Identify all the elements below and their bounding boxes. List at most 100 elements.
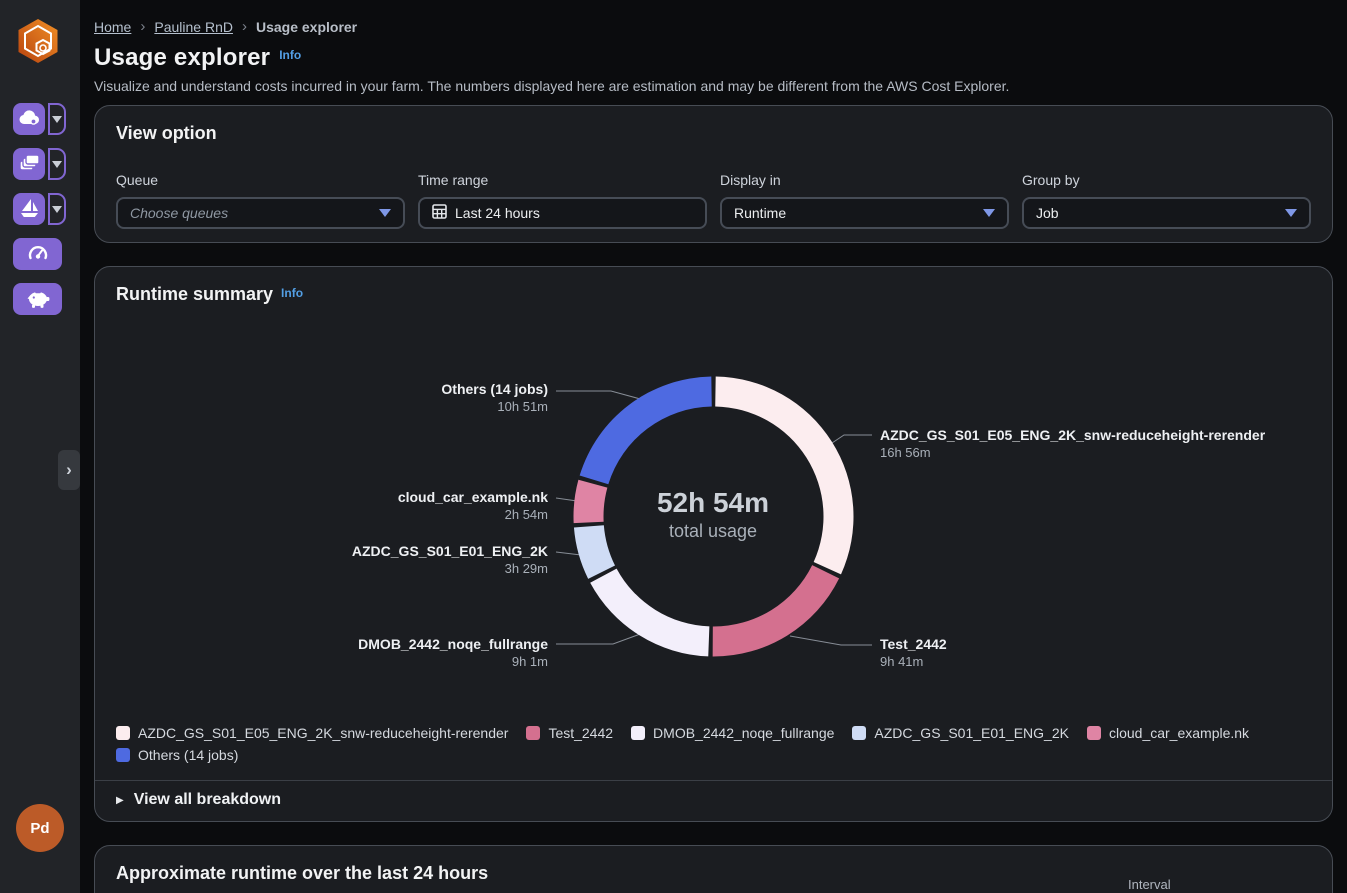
group-by-select[interactable]: Job: [1022, 197, 1311, 229]
dashboard-button[interactable]: [13, 238, 62, 270]
donut-segment[interactable]: [715, 376, 854, 575]
legend-item[interactable]: Others (14 jobs): [116, 745, 238, 765]
donut-segments: [573, 376, 854, 657]
queue-label: Queue: [116, 172, 159, 188]
legend-label: Others (14 jobs): [138, 747, 239, 763]
page-title: Usage explorer: [94, 44, 271, 71]
farm-icon: [17, 106, 41, 133]
sidebar-expand-button[interactable]: ›: [58, 450, 80, 490]
display-in-label: Display in: [720, 172, 781, 188]
callout-value: 9h 41m: [880, 654, 924, 669]
legend-item[interactable]: cloud_car_example.nk: [1086, 723, 1250, 743]
runtime-summary-title: Runtime summary: [116, 284, 274, 304]
time-range-field: Time range Last 24 hours: [418, 172, 707, 229]
callout-test-2442: Test_2442 9h 41m: [880, 635, 947, 671]
runtime-donut-chart: [555, 376, 872, 657]
breadcrumb-home-link[interactable]: Home: [94, 18, 132, 35]
view-all-breakdown-label: View all breakdown: [133, 791, 282, 808]
total-usage-value: 52h 54m: [656, 487, 770, 518]
view-option-title: View option: [116, 123, 217, 143]
donut-segment[interactable]: [573, 479, 608, 524]
callout-dmob: DMOB_2442_noqe_fullrange 9h 1m: [358, 635, 548, 671]
legend-label: DMOB_2442_noqe_fullrange: [653, 725, 835, 741]
callout-value: 10h 51m: [497, 399, 548, 414]
callout-value: 9h 1m: [511, 654, 548, 669]
queue-select-placeholder: Choose queues: [130, 205, 229, 221]
dashboard-icon: [26, 241, 50, 268]
display-in-value: Runtime: [734, 205, 787, 221]
chevron-down-icon: [983, 209, 995, 217]
sidebar-item-fleets: [13, 193, 66, 225]
farm-button[interactable]: [13, 103, 45, 135]
user-avatar[interactable]: Pd: [16, 804, 64, 852]
group-by-value: Job: [1036, 205, 1059, 221]
approximate-runtime-title: Approximate runtime over the last 24 hou…: [116, 863, 489, 883]
fleets-dropdown-button[interactable]: [48, 193, 66, 225]
chevron-down-icon: [379, 209, 391, 217]
legend-item[interactable]: AZDC_GS_S01_E05_ENG_2K_snw-reduceheight-…: [116, 723, 508, 743]
donut-segment[interactable]: [573, 525, 616, 579]
display-in-select[interactable]: Runtime: [720, 197, 1009, 229]
callout-label: AZDC_GS_S01_E05_ENG_2K_snw-reduceheight-…: [880, 427, 1266, 443]
page-info-link[interactable]: Info: [279, 48, 302, 62]
callout-azdc-e05: AZDC_GS_S01_E05_ENG_2K_snw-reduceheight-…: [880, 426, 1265, 462]
calendar-icon: [432, 204, 447, 222]
deadline-cloud-logo: [15, 18, 61, 64]
display-in-field: Display in Runtime: [720, 172, 1009, 229]
group-by-label: Group by: [1022, 172, 1080, 188]
breadcrumb-current: Usage explorer: [255, 18, 358, 35]
legend-item[interactable]: AZDC_GS_S01_E01_ENG_2K: [852, 723, 1069, 743]
usage-budget-icon: [25, 286, 51, 313]
chevron-down-icon: [1285, 209, 1297, 217]
legend-label: AZDC_GS_S01_E05_ENG_2K_snw-reduceheight-…: [138, 725, 509, 741]
legend-swatch: [116, 748, 130, 762]
callout-value: 2h 54m: [504, 507, 548, 522]
fleets-button[interactable]: [13, 193, 45, 225]
callout-label: AZDC_GS_S01_E01_ENG_2K: [351, 543, 548, 559]
callout-azdc-e01: AZDC_GS_S01_E01_ENG_2K 3h 29m: [352, 542, 548, 578]
runtime-summary-info-link[interactable]: Info: [281, 286, 304, 300]
page-description: Visualize and understand costs incurred …: [94, 78, 1010, 94]
callout-label: cloud_car_example.nk: [397, 489, 548, 505]
callout-value: 16h 56m: [880, 445, 931, 460]
time-range-select[interactable]: Last 24 hours: [418, 197, 707, 229]
queue-field: Queue Choose queues: [116, 172, 405, 229]
fleets-icon: [17, 196, 41, 223]
callout-cloud-car: cloud_car_example.nk 2h 54m: [398, 488, 548, 524]
legend-swatch: [1086, 726, 1101, 740]
queues-button[interactable]: [13, 148, 45, 180]
breadcrumb-separator-icon: ›: [241, 18, 247, 35]
legend-label: cloud_car_example.nk: [1108, 725, 1250, 741]
legend-swatch: [631, 726, 646, 740]
donut-segment[interactable]: [712, 565, 840, 657]
legend-swatch: [852, 726, 867, 740]
sidebar-item-queues: [13, 148, 66, 180]
expand-triangle-icon: ▶: [116, 794, 124, 806]
interval-label: Interval: [1128, 877, 1171, 892]
chevron-down-icon: [52, 160, 62, 168]
legend-item[interactable]: Test_2442: [526, 723, 613, 743]
time-range-label: Time range: [418, 172, 489, 188]
breadcrumb: Home › Pauline RnD › Usage explorer: [94, 18, 357, 35]
usage-budget-button[interactable]: [13, 283, 62, 315]
queue-select[interactable]: Choose queues: [116, 197, 405, 229]
time-range-value: Last 24 hours: [455, 205, 540, 221]
legend-label: AZDC_GS_S01_E01_ENG_2K: [874, 725, 1069, 741]
legend-swatch: [526, 726, 541, 740]
farm-dropdown-button[interactable]: [48, 103, 66, 135]
sidebar: › Pd: [0, 0, 80, 893]
donut-segment[interactable]: [590, 568, 710, 657]
legend-swatch: [116, 726, 130, 740]
breadcrumb-farm-link[interactable]: Pauline RnD: [154, 18, 233, 35]
queues-dropdown-button[interactable]: [48, 148, 66, 180]
legend-item[interactable]: DMOB_2442_noqe_fullrange: [631, 723, 834, 743]
donut-segment[interactable]: [579, 376, 712, 485]
chart-legend: AZDC_GS_S01_E05_ENG_2K_snw-reduceheight-…: [116, 723, 1313, 765]
group-by-field: Group by Job: [1022, 172, 1311, 229]
view-all-breakdown-toggle[interactable]: ▶ View all breakdown: [116, 791, 281, 809]
chevron-down-icon: [52, 115, 62, 123]
leader-lines: [555, 390, 872, 646]
chevron-down-icon: [52, 205, 62, 213]
callout-others: Others (14 jobs) 10h 51m: [441, 380, 548, 416]
total-usage-caption: total usage: [668, 521, 758, 541]
